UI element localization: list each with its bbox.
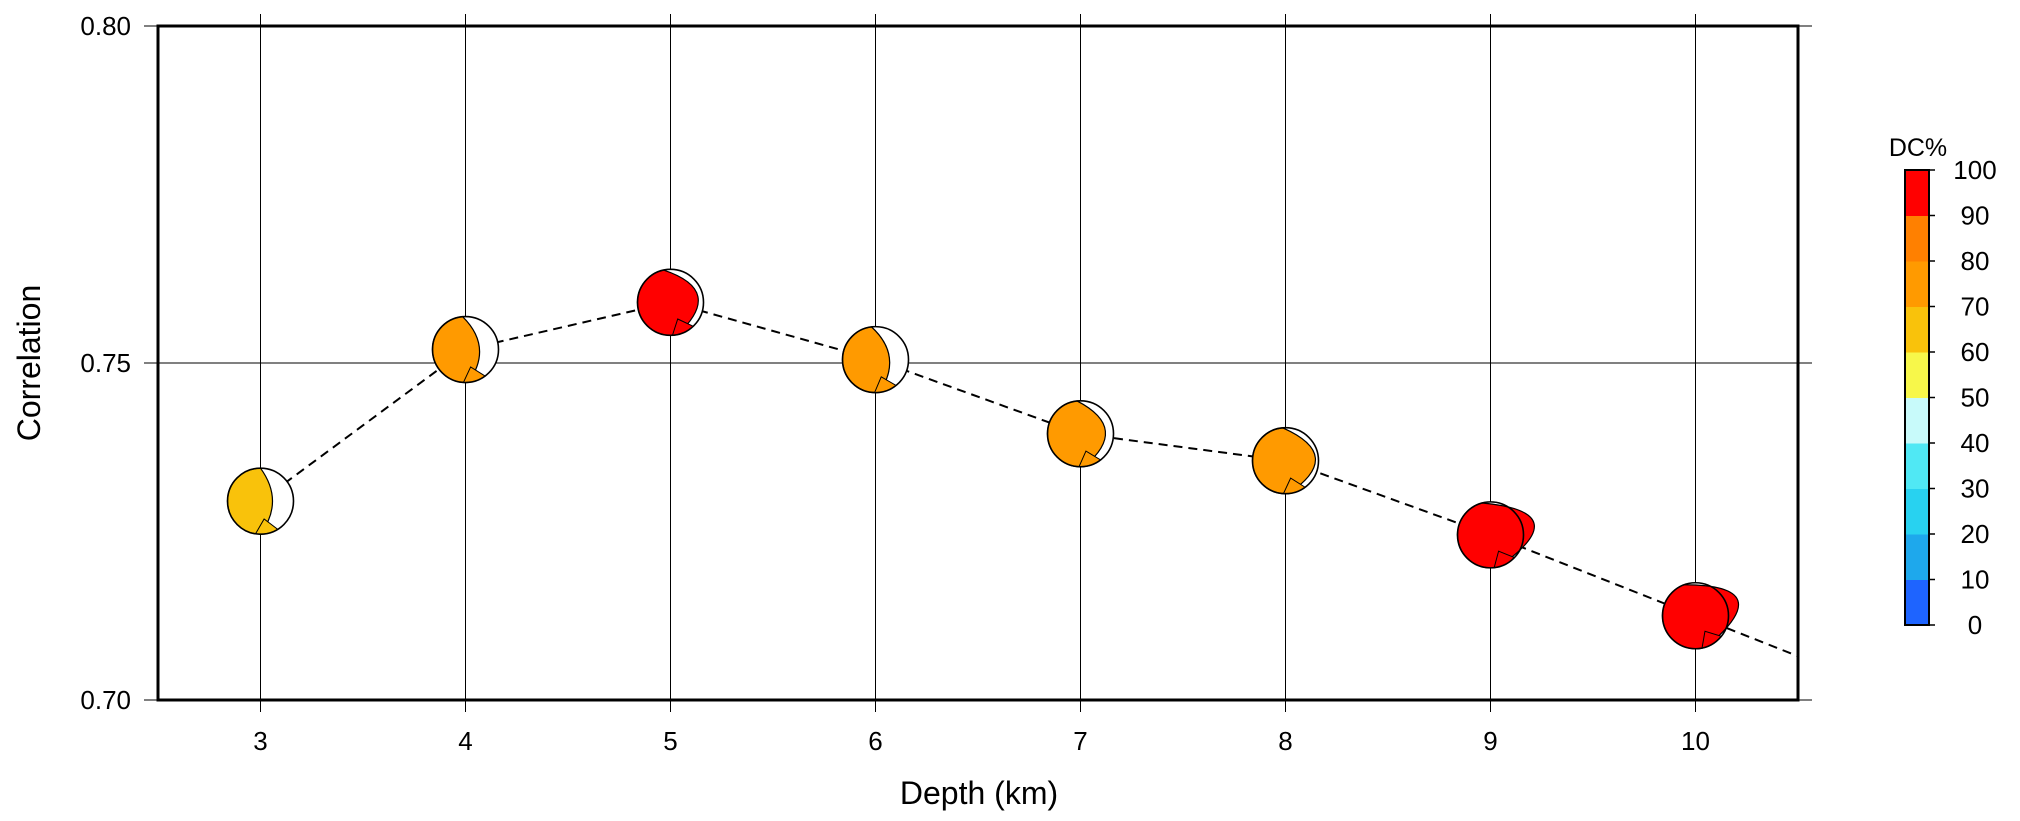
colorbar-tick-label-0: 0 bbox=[1968, 610, 1982, 640]
plot-frame bbox=[156, 24, 1800, 702]
y-axis-title: Correlation bbox=[11, 285, 47, 442]
beachball-outline bbox=[1456, 501, 1525, 569]
beachball-outline bbox=[431, 315, 500, 384]
colorbar-segment-70 bbox=[1905, 261, 1929, 307]
x-tick-label-4: 4 bbox=[458, 726, 472, 756]
beachball-markers bbox=[226, 268, 1740, 650]
colorbar-tick-label-80: 80 bbox=[1961, 246, 1990, 276]
x-tick-label-10: 10 bbox=[1681, 726, 1710, 756]
beachball-depth-6 bbox=[841, 325, 910, 394]
colorbar-segment-50 bbox=[1905, 352, 1929, 398]
beachball-depth-8 bbox=[1251, 426, 1320, 495]
beachball-depth-5 bbox=[636, 268, 705, 337]
beachball-outline bbox=[1046, 399, 1115, 468]
beachball-depth-4 bbox=[431, 315, 500, 384]
x-tick-label-8: 8 bbox=[1278, 726, 1292, 756]
colorbar-segment-10 bbox=[1905, 534, 1929, 580]
x-axis-title: Depth (km) bbox=[900, 775, 1058, 811]
colorbar-tick-label-50: 50 bbox=[1961, 383, 1990, 413]
beachball-depth-3 bbox=[226, 467, 295, 535]
y-axis-ticks: 0.70 0.75 0.80 bbox=[80, 11, 131, 715]
colorbar-segment-0 bbox=[1905, 579, 1929, 626]
colorbar-segment-90 bbox=[1905, 170, 1929, 216]
x-axis-ticks: 3 4 5 6 7 8 9 10 bbox=[253, 726, 1710, 756]
x-tick-label-6: 6 bbox=[868, 726, 882, 756]
x-tick-label-9: 9 bbox=[1483, 726, 1497, 756]
y-tick-label-0.70: 0.70 bbox=[80, 685, 131, 715]
colorbar-tick-label-60: 60 bbox=[1961, 337, 1990, 367]
beachball-depth-7 bbox=[1046, 399, 1115, 468]
beachball-outline bbox=[636, 268, 705, 337]
colorbar-tick-label-90: 90 bbox=[1961, 201, 1990, 231]
colorbar-tick-label-20: 20 bbox=[1961, 519, 1990, 549]
colorbar-tick-label-30: 30 bbox=[1961, 474, 1990, 504]
beachball-compressional-quadrant bbox=[1661, 584, 1740, 650]
x-tick-label-3: 3 bbox=[253, 726, 267, 756]
beachball-outline bbox=[841, 325, 910, 394]
colorbar-tick-label-70: 70 bbox=[1961, 292, 1990, 322]
colorbar-segment-30 bbox=[1905, 443, 1929, 489]
x-tick-label-5: 5 bbox=[663, 726, 677, 756]
colorbar-segment-20 bbox=[1905, 488, 1929, 535]
colorbar-tick-label-40: 40 bbox=[1961, 428, 1990, 458]
colorbar-tick-label-10: 10 bbox=[1961, 565, 1990, 595]
colorbar-segment-40 bbox=[1905, 397, 1929, 444]
colorbar-segment-60 bbox=[1905, 306, 1929, 353]
y-tick-label-0.75: 0.75 bbox=[80, 348, 131, 378]
beachball-outline bbox=[1251, 426, 1320, 495]
plot-frame-border bbox=[156, 24, 1800, 702]
grid-lines bbox=[144, 14, 1812, 712]
colorbar-segment-80 bbox=[1905, 215, 1929, 262]
beachball-outline bbox=[1661, 581, 1730, 650]
beachball-outline bbox=[226, 467, 295, 535]
colorbar-tick-label-100: 100 bbox=[1953, 155, 1996, 185]
beachball-depth-10 bbox=[1661, 581, 1740, 650]
beachball-depth-9 bbox=[1456, 501, 1535, 569]
colorbar-title: DC% bbox=[1889, 134, 1947, 162]
x-tick-label-7: 7 bbox=[1073, 726, 1087, 756]
y-tick-label-0.80: 0.80 bbox=[80, 11, 131, 41]
